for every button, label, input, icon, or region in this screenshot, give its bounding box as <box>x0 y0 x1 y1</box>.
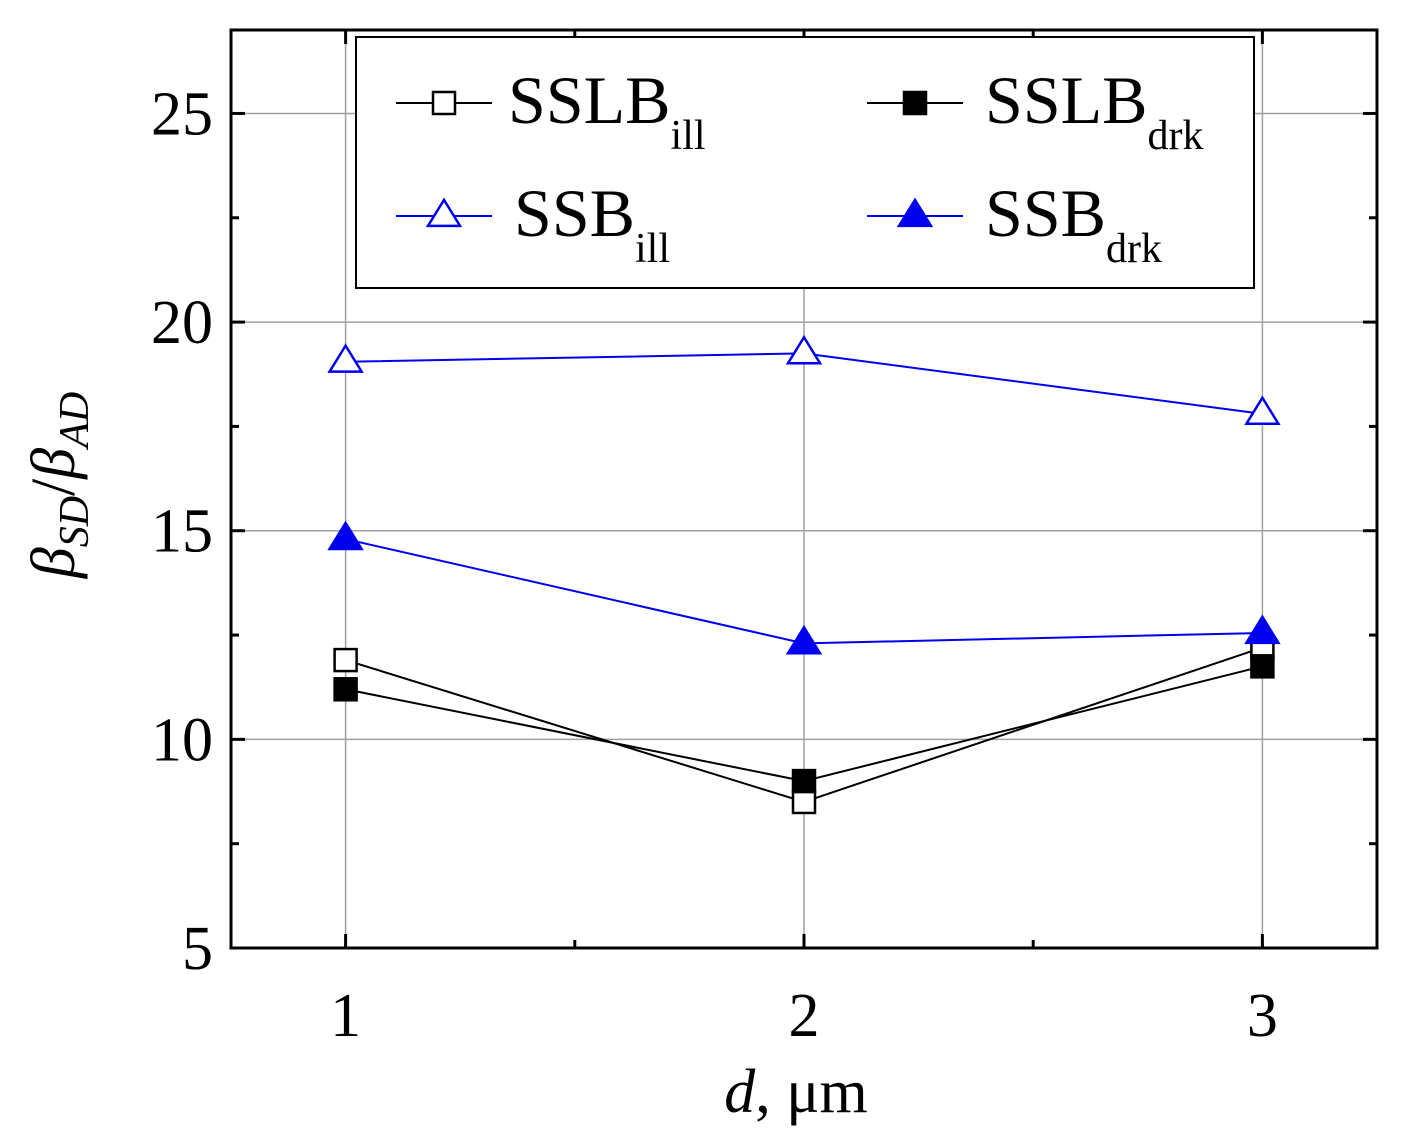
data-point-sslb_drk <box>333 677 358 702</box>
legend-marker <box>425 197 463 228</box>
legend-label-main: SSB <box>514 175 635 251</box>
legend-label-sub: ill <box>635 226 670 272</box>
legend-label: SSBill <box>514 175 670 272</box>
x-tick-label: 2 <box>789 982 820 1050</box>
legend-label: SSLBill <box>508 62 706 159</box>
series-ssb_ill <box>327 334 1281 426</box>
legend-label-main: SSLB <box>508 62 671 138</box>
legend-label-main: SSLB <box>985 62 1148 138</box>
legend-label-sub: drk <box>1106 226 1162 272</box>
x-tick-label: 3 <box>1247 982 1278 1050</box>
legend-marker <box>902 90 928 116</box>
data-point-ssb_ill <box>1244 395 1281 426</box>
data-point-ssb_drk <box>1244 614 1281 645</box>
data-point-ssb_ill <box>327 343 364 373</box>
y-axis-sub-2: AD <box>52 392 98 451</box>
data-point-ssb_drk <box>327 520 364 551</box>
legend-item-ssb_drk: SSBdrk <box>867 175 1162 272</box>
legend-label-sub: ill <box>671 113 706 159</box>
x-axis-var: d <box>724 1058 756 1126</box>
data-point-ssb_ill <box>785 334 823 365</box>
y-tick-label: 25 <box>151 80 213 148</box>
x-axis-title: d, μm <box>724 1058 867 1126</box>
legend-label: SSBdrk <box>985 175 1162 272</box>
data-point-sslb_drk <box>1250 654 1275 679</box>
y-axis-title: βSD/βAD <box>20 392 98 579</box>
y-tick-label: 5 <box>182 915 213 983</box>
data-point-ssb_drk <box>785 624 823 655</box>
y-axis-sub-1: SD <box>52 496 98 547</box>
legend-label-sub: drk <box>1148 113 1204 159</box>
series-sslb_drk <box>333 654 1275 794</box>
x-axis-unit: , μm <box>755 1058 867 1126</box>
legend-box <box>355 36 1255 289</box>
axis-ticks: 5 10 15 20 25 1 2 3 <box>151 30 1377 1050</box>
legend-item-sslb_ill: SSLBill <box>396 62 706 159</box>
y-tick-label: 10 <box>151 706 213 774</box>
plot-series <box>327 334 1281 815</box>
y-axis-beta-2: β <box>20 448 88 480</box>
y-axis-slash: / <box>20 478 88 496</box>
data-point-sslb_ill <box>791 789 817 815</box>
legend-item-sslb_drk: SSLBdrk <box>867 62 1204 159</box>
y-tick-label: 20 <box>151 289 213 357</box>
data-point-sslb_drk <box>791 768 817 794</box>
legend-item-ssb_ill: SSBill <box>396 175 670 272</box>
data-point-sslb_ill <box>333 647 358 673</box>
legend-label: SSLBdrk <box>985 62 1204 159</box>
legend-marker <box>896 197 934 228</box>
y-axis-beta-1: β <box>20 547 88 579</box>
x-tick-label: 1 <box>330 982 361 1050</box>
legend-marker <box>431 90 457 116</box>
series-ssb_drk <box>327 520 1281 655</box>
legend-label-main: SSB <box>985 175 1106 251</box>
y-tick-label: 15 <box>151 498 213 566</box>
